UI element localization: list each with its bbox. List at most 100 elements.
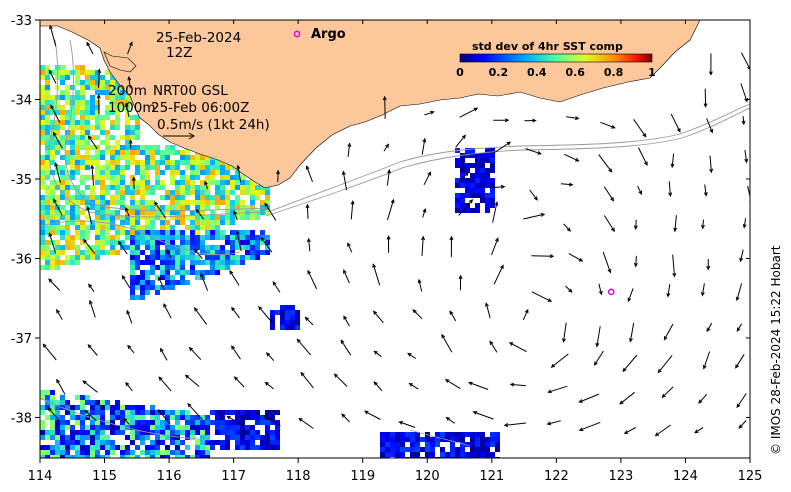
- sst-cell: [460, 183, 465, 188]
- sst-cell: [145, 240, 150, 245]
- sst-cell: [60, 90, 65, 95]
- sst-cell: [150, 270, 155, 275]
- current-vector-head: [703, 191, 708, 197]
- sst-cell: [70, 140, 75, 145]
- sst-cell: [155, 440, 160, 445]
- sst-cell: [400, 447, 405, 452]
- current-vector: [579, 393, 600, 403]
- sst-cell: [80, 435, 85, 440]
- sst-cell: [90, 410, 95, 415]
- sst-cell: [255, 445, 260, 450]
- sst-cell: [235, 235, 240, 240]
- sst-cell: [165, 160, 170, 165]
- sst-cell: [200, 445, 205, 450]
- sst-cell: [155, 445, 160, 450]
- sst-cell: [230, 410, 235, 415]
- sst-cell: [120, 430, 125, 435]
- current-vector-head: [562, 338, 566, 343]
- sst-cell: [120, 420, 125, 425]
- sst-cell: [490, 432, 495, 437]
- current-vector-head: [124, 102, 129, 108]
- sst-cell: [225, 435, 230, 440]
- current-vector: [740, 83, 748, 102]
- sst-cell: [210, 440, 215, 445]
- sst-cell: [135, 145, 140, 150]
- sst-cell: [215, 195, 220, 200]
- sst-cell: [485, 168, 490, 173]
- sst-cell: [90, 160, 95, 165]
- sst-cell: [270, 430, 275, 435]
- sst-cell: [280, 310, 285, 315]
- sst-cell: [120, 405, 125, 410]
- sst-cell: [80, 115, 85, 120]
- sst-cell: [75, 215, 80, 220]
- sst-cell: [205, 225, 210, 230]
- current-vector-head: [566, 227, 572, 232]
- current-vector-head: [427, 171, 431, 176]
- sst-cell: [115, 225, 120, 230]
- sst-cell: [200, 220, 205, 225]
- sst-cell: [475, 208, 480, 213]
- current-vector: [619, 391, 636, 405]
- sst-cell: [130, 155, 135, 160]
- sst-cell: [275, 430, 280, 435]
- sst-cell: [90, 105, 95, 110]
- sst-cell: [140, 450, 145, 455]
- sst-cell: [65, 175, 70, 180]
- sst-cell: [115, 195, 120, 200]
- sst-cell: [90, 440, 95, 445]
- sst-cell: [135, 190, 140, 195]
- sst-cell: [165, 255, 170, 260]
- sst-cell: [265, 245, 270, 250]
- sst-cell: [185, 245, 190, 250]
- sst-cell: [120, 220, 125, 225]
- sst-cell: [115, 155, 120, 160]
- sst-cell: [140, 240, 145, 245]
- sst-cell: [215, 235, 220, 240]
- current-vector-head: [738, 424, 743, 429]
- sst-cell: [85, 120, 90, 125]
- sst-cell: [480, 452, 485, 457]
- sst-cell: [95, 175, 100, 180]
- sst-cell: [100, 225, 105, 230]
- sst-cell: [205, 250, 210, 255]
- current-vector: [127, 345, 135, 354]
- current-vector-head: [84, 409, 89, 414]
- current-vector: [48, 278, 61, 291]
- sst-cell: [75, 125, 80, 130]
- sst-cell: [45, 135, 50, 140]
- sst-cell: [210, 255, 215, 260]
- sst-cell: [135, 135, 140, 140]
- sst-cell: [125, 105, 130, 110]
- sst-cell: [410, 437, 415, 442]
- sst-cell: [40, 180, 45, 185]
- sst-cell: [130, 225, 135, 230]
- sst-cell: [245, 440, 250, 445]
- sst-cell: [170, 285, 175, 290]
- colorbar-tick-label: 0.6: [565, 66, 585, 79]
- sst-cell: [40, 205, 45, 210]
- sst-cell: [70, 235, 75, 240]
- sst-cell: [150, 145, 155, 150]
- sst-cell: [155, 170, 160, 175]
- sst-cell: [150, 285, 155, 290]
- sst-cell: [270, 410, 275, 415]
- sst-cell: [85, 145, 90, 150]
- current-vector: [668, 181, 671, 196]
- sst-cell: [80, 95, 85, 100]
- sst-cell: [195, 210, 200, 215]
- sst-cell: [110, 215, 115, 220]
- sst-cell: [205, 220, 210, 225]
- sst-cell: [175, 185, 180, 190]
- current-vector: [704, 184, 707, 196]
- sst-cell: [205, 445, 210, 450]
- sst-cell: [215, 180, 220, 185]
- sst-cell: [70, 255, 75, 260]
- sst-cell: [140, 150, 145, 155]
- sst-cell: [60, 245, 65, 250]
- sst-cell: [90, 195, 95, 200]
- sst-cell: [85, 85, 90, 90]
- current-vector-head: [472, 411, 478, 415]
- sst-cell: [270, 315, 275, 320]
- sst-cell: [475, 432, 480, 437]
